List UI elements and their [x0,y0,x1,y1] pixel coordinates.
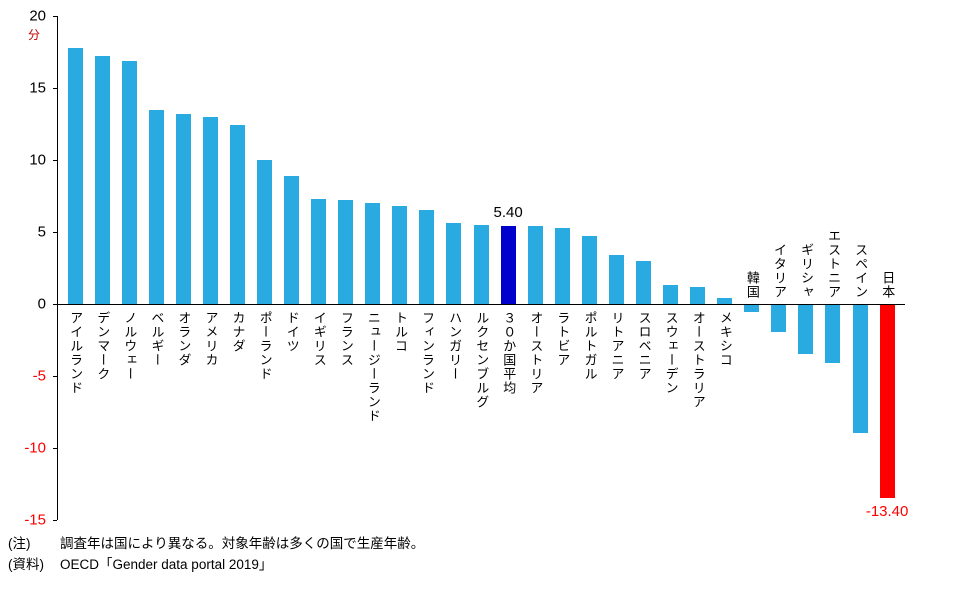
category-label: オーストラリア [690,311,706,409]
y-tick-mark [53,304,57,305]
bar [121,60,137,304]
bar [473,224,489,304]
category-label: オランダ [176,311,192,367]
category-label: 韓国 [744,271,760,299]
bar [148,109,164,304]
category-label: ルクセンブルグ [474,311,490,409]
category-label: オーストリア [528,311,544,395]
category-label: ギリシャ [799,243,815,299]
y-axis-line [57,16,58,520]
category-label: エストニア [826,229,842,299]
y-tick-label: -10 [24,439,46,457]
category-label: ポルトガル [582,311,598,381]
value-label: 5.40 [493,204,523,222]
bar [798,305,814,354]
y-tick-mark [53,376,57,377]
y-tick-mark [53,16,57,17]
category-label: メキシコ [717,311,733,367]
bar [717,298,733,304]
y-tick-label: -15 [24,511,46,529]
bar [608,255,624,304]
category-label: ポーランド [257,311,273,381]
category-label: スペイン [853,243,869,299]
y-tick-label: 5 [37,223,46,241]
bar [338,200,354,304]
category-label: スウェーデン [663,311,679,395]
category-label: フランス [338,311,354,367]
category-label: ノルウェー [122,311,138,381]
bar [311,198,327,304]
chart-notes: (注) 調査年は国により異なる。対象年齢は多くの国で生産年齢。 (資料) OEC… [8,534,424,576]
value-label: -13.40 [865,502,909,520]
y-tick-mark [53,160,57,161]
category-label: 日本 [880,271,896,299]
bar [229,125,245,304]
note-text: 調査年は国により異なる。対象年齢は多くの国で生産年齢。 [60,536,425,551]
note-line: (注) 調査年は国により異なる。対象年齢は多くの国で生産年齢。 [8,534,424,555]
bar [67,47,83,304]
bar [581,236,597,304]
category-label: スロベニア [636,311,652,381]
bar [852,305,868,434]
bar [879,305,895,498]
bar [202,116,218,304]
y-tick-label: 10 [29,151,46,169]
category-label: イギリス [311,311,327,367]
y-tick-label: 20 [29,7,46,25]
bar [527,226,543,304]
bar [825,305,841,363]
bar [744,305,760,313]
bar [284,175,300,304]
bar [446,223,462,304]
unit-label: 分 [28,28,41,42]
bar [392,206,408,304]
bar [419,210,435,304]
category-label: ドイツ [284,311,300,353]
y-tick-mark [53,232,57,233]
category-label: リトアニア [609,311,625,381]
y-tick-label: 0 [37,295,46,313]
category-label: カナダ [230,311,246,353]
bar [635,260,651,304]
y-tick-label: -5 [32,367,46,385]
bar [175,113,191,304]
category-label: ３０か国平均 [501,311,517,395]
bar [365,203,381,304]
bar [771,305,787,333]
category-label: デンマーク [95,311,111,381]
category-label: ニュージーランド [365,311,381,423]
category-label: ハンガリー [447,311,463,381]
y-tick-mark [53,448,57,449]
source-line: (資料) OECD「Gender data portal 2019」 [8,555,424,576]
category-label: ベルギー [149,311,165,367]
note-label: (注) [8,536,31,551]
bar [554,227,570,304]
category-label: アイルランド [68,311,84,395]
bar [94,56,110,304]
category-label: ラトビア [555,311,571,367]
category-label: フィンランド [420,311,436,395]
y-tick-mark [53,520,57,521]
y-tick-mark [53,88,57,89]
x-axis-line [57,304,905,305]
category-label: トルコ [392,311,408,353]
y-tick-label: 15 [29,79,46,97]
source-label: (資料) [8,556,44,572]
bar [690,286,706,304]
bar [663,285,679,304]
bar [256,160,272,304]
category-label: イタリア [771,243,787,299]
category-label: アメリカ [203,311,219,367]
bar [500,226,516,304]
source-text: OECD「Gender data portal 2019」 [60,556,273,572]
